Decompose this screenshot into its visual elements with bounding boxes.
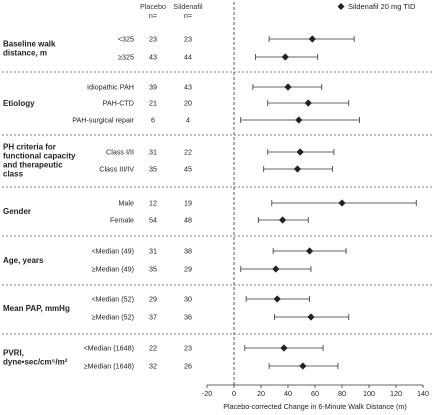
estimate-diamond	[284, 83, 292, 91]
estimate-diamond	[296, 148, 304, 156]
placebo-n-value: 43	[149, 53, 157, 62]
sildenafil-n-value: 29	[184, 265, 192, 274]
group-label: Age, years	[3, 256, 44, 265]
estimate-diamond	[299, 362, 307, 370]
subgroup-label: PAH-CTD	[103, 99, 134, 108]
group-label: Mean PAP, mmHg	[3, 304, 70, 313]
subgroup-label: <Median (52)	[91, 295, 134, 304]
subgroup-label: <Median (49)	[91, 247, 134, 256]
sildenafil-n-value: 38	[184, 247, 192, 256]
estimate-diamond	[272, 265, 280, 273]
subgroup-label: ≥Median (49)	[92, 265, 134, 274]
placebo-n-value: 35	[149, 265, 157, 274]
group-label: Gender	[3, 207, 31, 216]
group-label: PVRI,	[3, 349, 24, 358]
estimate-diamond	[273, 295, 281, 303]
placebo-n-value: 31	[149, 148, 157, 157]
x-tick-label: 140	[417, 389, 429, 398]
group-label: Baseline walk	[3, 40, 56, 49]
group-label: functional capacity	[3, 152, 76, 161]
sildenafil-n-value: 26	[184, 362, 192, 371]
sildenafil-n-value: 22	[184, 148, 192, 157]
placebo-n-value: 35	[149, 165, 157, 174]
placebo-n-header: n=	[149, 11, 157, 20]
placebo-n-value: 22	[149, 344, 157, 353]
group-label: dyne•sec/cm⁵/m²	[3, 358, 68, 367]
estimate-diamond	[281, 53, 289, 61]
estimate-diamond	[307, 313, 315, 321]
x-tick-label: 20	[257, 389, 265, 398]
group-label: and therapeutic	[3, 161, 63, 170]
subgroup-label: <325	[118, 35, 134, 44]
subgroup-label: Female	[110, 216, 134, 225]
estimate-diamond	[308, 35, 316, 43]
group-label: PH criteria for	[3, 143, 56, 152]
placebo-n-value: 39	[149, 83, 157, 92]
x-tick-label: -20	[202, 389, 212, 398]
subgroup-label: Class III/IV	[99, 165, 134, 174]
legend-label: Sildenafil 20 mg TID	[348, 2, 416, 11]
placebo-n-value: 21	[149, 99, 157, 108]
x-axis-label: Placebo-corrected Change in 6-Minute Wal…	[223, 402, 407, 411]
placebo-n-value: 23	[149, 35, 157, 44]
x-tick-label: 40	[284, 389, 292, 398]
sildenafil-n-value: 23	[184, 35, 192, 44]
estimate-diamond	[338, 199, 346, 207]
x-tick-label: 60	[311, 389, 319, 398]
estimate-diamond	[293, 165, 302, 173]
legend-diamond-icon	[337, 3, 345, 10]
sildenafil-n-value: 45	[184, 165, 192, 174]
sildenafil-n-value: 43	[184, 83, 192, 92]
x-tick-label: 80	[338, 389, 346, 398]
subgroup-label: ≥325	[118, 53, 134, 62]
placebo-n-value: 54	[149, 216, 157, 225]
placebo-n-value: 12	[149, 199, 157, 208]
estimate-diamond	[279, 216, 287, 224]
subgroup-label: Class I/II	[106, 148, 134, 157]
estimate-diamond	[306, 247, 314, 255]
sildenafil-n-value: 4	[186, 116, 190, 125]
subgroup-label: ≥Median (1648)	[84, 362, 134, 371]
sildenafil-n-value: 30	[184, 295, 192, 304]
placebo-n-value: 32	[149, 362, 157, 371]
estimate-diamond	[304, 99, 312, 107]
sildenafil-column-header: Sildenafil	[173, 2, 203, 11]
subgroup-label: PAH-surgical repair	[72, 116, 134, 125]
sildenafil-n-value: 48	[184, 216, 192, 225]
subgroup-label: Idiopathic PAH	[87, 83, 134, 92]
sildenafil-n-value: 44	[184, 53, 192, 62]
placebo-n-value: 31	[149, 247, 157, 256]
estimate-diamond	[295, 116, 303, 124]
group-label: class	[3, 170, 24, 179]
sildenafil-n-value: 36	[184, 313, 192, 322]
subgroup-label: <Median (1648)	[83, 344, 134, 353]
subgroup-label: ≥Median (52)	[92, 313, 134, 322]
x-tick-label: 100	[363, 389, 375, 398]
x-tick-label: 120	[390, 389, 402, 398]
sildenafil-n-header: n=	[184, 11, 192, 20]
group-label: distance, m	[3, 49, 47, 58]
sildenafil-n-value: 23	[184, 344, 192, 353]
x-tick-label: 0	[232, 389, 236, 398]
placebo-column-header: Placebo	[140, 2, 166, 11]
placebo-n-value: 37	[149, 313, 157, 322]
subgroup-label: Male	[118, 199, 134, 208]
sildenafil-n-value: 19	[184, 199, 192, 208]
estimate-diamond	[280, 344, 288, 352]
placebo-n-value: 6	[151, 116, 155, 125]
sildenafil-n-value: 20	[184, 99, 192, 108]
group-label: Etiology	[3, 99, 35, 108]
placebo-n-value: 29	[149, 295, 157, 304]
